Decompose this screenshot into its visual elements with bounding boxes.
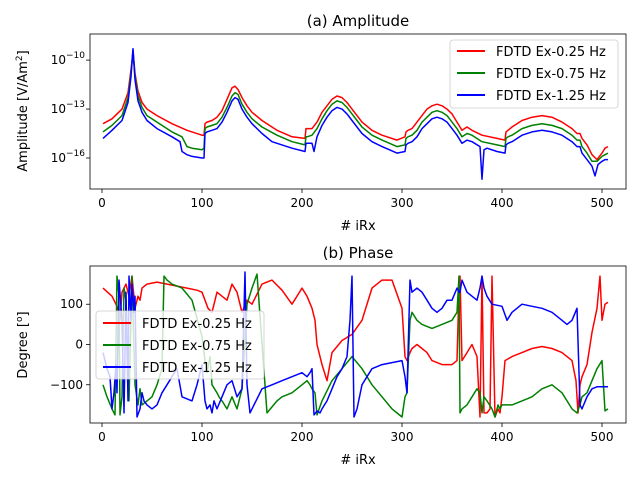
panel-amplitude-ylabel-main: Amplitude [V/Am bbox=[16, 61, 31, 172]
panel-phase-x-tick-label: 200 bbox=[291, 430, 314, 444]
panel-amplitude-ylabel-sup: 2 bbox=[15, 55, 25, 61]
panel-amplitude-plot-area bbox=[102, 47, 609, 180]
panel-amplitude-y-tick-label: 10−13 bbox=[51, 100, 85, 116]
panel-phase-x-tick-label: 0 bbox=[98, 430, 106, 444]
panel-amplitude-series-0 bbox=[102, 51, 609, 161]
panel-phase-ylabel-sup: o bbox=[15, 316, 25, 322]
panel-phase-series-2 bbox=[102, 271, 608, 418]
panel-amplitude: (a) Amplitude 0 100 200 300 400 500 10−1010−1… bbox=[15, 12, 627, 234]
panel-amplitude-legend-box bbox=[449, 39, 619, 109]
panel-amplitude-legend-label-1: FDTD Ex-0.75 Hz bbox=[496, 67, 606, 82]
panel-amplitude-ylabel-end: ] bbox=[16, 50, 31, 55]
panel-phase-title: (b) Phase bbox=[323, 244, 394, 262]
panel-phase-series-0 bbox=[102, 275, 609, 418]
panel-amplitude-x-tick-label: 500 bbox=[591, 196, 614, 210]
panel-amplitude-y-ticks: 10−10 10−13 10−16 bbox=[51, 51, 90, 165]
panel-amplitude-xlabel: # iRx bbox=[340, 219, 376, 234]
panel-phase-xlabel: # iRx bbox=[340, 453, 376, 468]
panel-amplitude-x-tick-label: 200 bbox=[291, 196, 314, 210]
panel-phase: (b) Phase 0 100 200 300 400 500 100 0 −100 # iR… bbox=[15, 244, 627, 468]
panel-phase-legend-label-0: FDTD Ex-0.25 Hz bbox=[142, 317, 252, 332]
panel-amplitude-x-tick-label: 400 bbox=[491, 196, 514, 210]
panel-amplitude-x-tick-label: 300 bbox=[391, 196, 414, 210]
panel-phase-y-ticks: 100 0 −100 bbox=[50, 297, 90, 392]
panel-phase-x-tick-label: 100 bbox=[191, 430, 214, 444]
panel-phase-y-tick-label: 100 bbox=[60, 297, 83, 311]
panel-amplitude-y-tick-label: 10−16 bbox=[51, 149, 86, 165]
panel-phase-legend-label-2: FDTD Ex-1.25 Hz bbox=[142, 361, 252, 376]
panel-phase-legend-box bbox=[95, 310, 265, 380]
panel-amplitude-series-1 bbox=[102, 49, 609, 163]
panel-amplitude-ylabel: Amplitude [V/Am2] bbox=[15, 50, 31, 171]
panel-amplitude-frame bbox=[89, 33, 627, 190]
panel-phase-ylabel: Degree [o] bbox=[15, 311, 31, 378]
panel-amplitude-legend: FDTD Ex-0.25 Hz FDTD Ex-0.75 Hz FDTD Ex-… bbox=[449, 39, 619, 109]
panel-phase-x-tick-label: 500 bbox=[591, 430, 614, 444]
panel-amplitude-x-tick-label: 100 bbox=[191, 196, 214, 210]
panel-phase-y-tick-label: −100 bbox=[50, 378, 83, 392]
panel-phase-ylabel-end: ] bbox=[16, 311, 31, 316]
panel-phase-series-1 bbox=[102, 273, 609, 418]
panel-phase-plot-area bbox=[102, 271, 609, 418]
panel-phase-legend: FDTD Ex-0.25 Hz FDTD Ex-0.75 Hz FDTD Ex-… bbox=[95, 310, 265, 380]
panel-phase-legend-label-1: FDTD Ex-0.75 Hz bbox=[142, 339, 252, 354]
panel-amplitude-x-ticks: 0 100 200 300 400 500 bbox=[98, 189, 613, 210]
panel-phase-x-tick-label: 300 bbox=[391, 430, 414, 444]
panel-amplitude-x-tick-label: 0 bbox=[98, 196, 106, 210]
panel-phase-x-ticks: 0 100 200 300 400 500 bbox=[98, 423, 613, 444]
panel-amplitude-title: (a) Amplitude bbox=[307, 12, 410, 30]
panel-amplitude-legend-label-2: FDTD Ex-1.25 Hz bbox=[496, 89, 606, 104]
panel-amplitude-y-tick-label: 10−10 bbox=[51, 51, 86, 67]
panel-phase-y-tick-label: 0 bbox=[75, 338, 83, 352]
panel-amplitude-legend-label-0: FDTD Ex-0.25 Hz bbox=[496, 45, 606, 60]
panel-phase-x-tick-label: 400 bbox=[491, 430, 514, 444]
panel-amplitude-series-2 bbox=[102, 47, 608, 180]
panel-phase-ylabel-main: Degree [ bbox=[16, 322, 31, 379]
